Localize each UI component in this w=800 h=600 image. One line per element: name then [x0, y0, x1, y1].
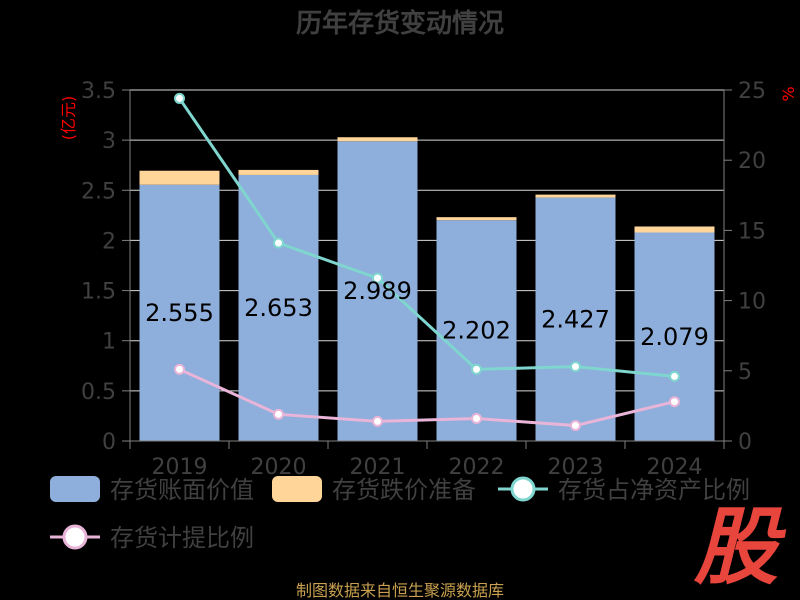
line-point	[669, 396, 680, 408]
bar-impairment-reserve	[436, 217, 517, 221]
right-tick-label: 25	[738, 79, 766, 104]
left-tick-label: 1	[102, 330, 116, 355]
line-point	[471, 363, 482, 375]
bar-labels: 2.555 2.653 2.989 2.202 2.427 2.079	[145, 277, 709, 351]
x-tick-label: 2019	[152, 455, 208, 480]
bar-impairment-reserve	[139, 170, 220, 185]
bar-book-value	[238, 174, 319, 441]
line-point	[570, 361, 581, 373]
legend-label: 存货占净资产比例	[558, 476, 750, 504]
x-tick-label: 2021	[350, 455, 406, 480]
x-tick-label: 2022	[449, 455, 505, 480]
legend-marker	[62, 524, 88, 550]
line-path	[178, 368, 675, 428]
left-axis: 0 0.5 1 1.5 2 2.5 3 3.5	[81, 79, 131, 455]
bar-impairment-reserve	[238, 169, 319, 175]
left-tick-label: 3.5	[81, 79, 116, 104]
bar-book-value	[337, 141, 418, 441]
bar-book-value	[535, 197, 616, 441]
left-tick-label: 0	[102, 430, 116, 455]
bar-value-label: 2.989	[343, 277, 412, 305]
line-point	[372, 272, 383, 284]
line-point	[273, 237, 284, 249]
line-point	[570, 420, 581, 432]
x-tick-label: 2024	[647, 455, 703, 480]
line-point	[273, 408, 284, 420]
legend-label: 存货计提比例	[110, 524, 254, 552]
right-tick-label: 5	[738, 360, 752, 385]
bar-impairment-reserve	[535, 194, 616, 198]
bar-impairment-reserve	[337, 137, 418, 142]
bar-value-label: 2.202	[442, 317, 511, 345]
source-note: 制图数据来自恒生聚源数据库	[296, 581, 504, 600]
right-tick-label: 20	[738, 149, 766, 174]
legend-swatch	[272, 476, 322, 502]
bar-value-label: 2.653	[244, 294, 313, 322]
chart-title: 历年存货变动情况	[296, 8, 504, 39]
line-point	[669, 370, 680, 382]
left-tick-label: 0.5	[81, 380, 116, 405]
line-point	[174, 363, 185, 375]
right-tick-label: 10	[738, 290, 766, 315]
legend-label: 存货跌价准备	[332, 476, 476, 504]
bar-value-label: 2.555	[145, 299, 214, 327]
right-tick-label: 0	[738, 430, 752, 455]
left-tick-label: 1.5	[81, 280, 116, 305]
legend-label: 存货账面价值	[110, 476, 254, 504]
line-point	[372, 415, 383, 427]
right-axis-unit: %	[779, 86, 798, 101]
bar-book-value	[436, 220, 517, 441]
bar-series	[139, 137, 715, 441]
left-tick-label: 2.5	[81, 179, 116, 204]
line-point	[174, 92, 185, 104]
line-path	[178, 97, 675, 378]
right-tick-label: 15	[738, 219, 766, 244]
left-tick-label: 2	[102, 229, 116, 254]
bar-impairment-reserve	[634, 226, 715, 233]
line-series	[174, 92, 680, 432]
left-axis-unit: (亿元)	[59, 96, 78, 141]
right-axis: 0 5 10 15 20 25	[723, 79, 766, 455]
x-tick-label: 2020	[251, 455, 307, 480]
x-axis: 2019 2020 2021 2022 2023 2024	[129, 440, 725, 480]
legend-marker	[510, 476, 536, 502]
x-tick-label: 2023	[548, 455, 604, 480]
bar-value-label: 2.079	[640, 323, 709, 351]
brand-badge: 股	[693, 498, 787, 596]
bar-value-label: 2.427	[541, 305, 610, 333]
bar-book-value	[139, 184, 220, 441]
legend-swatch	[50, 476, 100, 502]
left-tick-label: 3	[102, 129, 116, 154]
line-point	[471, 413, 482, 425]
